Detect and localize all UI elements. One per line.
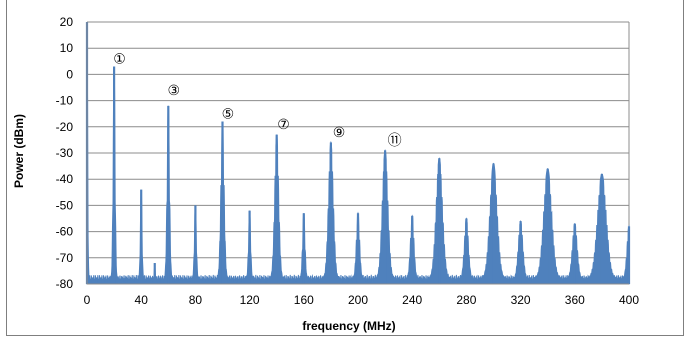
y-axis-label: Power (dBm): [12, 114, 26, 188]
axis-layer: 20 10 0 -10 -20 -30 -40 -50 -60 -70 -80 0 40 80 120 160…: [56, 15, 640, 307]
x-tick-label: 320: [511, 293, 531, 307]
harmonic-annotation: ③: [167, 82, 180, 98]
y-tick-label: 20: [60, 15, 74, 29]
y-tick-label: -60: [56, 225, 74, 239]
y-tick-label: 10: [60, 41, 74, 55]
y-tick-label: -70: [56, 251, 74, 265]
y-tick-label: -30: [56, 146, 74, 160]
x-tick-label: 120: [240, 293, 260, 307]
harmonic-annotation: ⑪: [388, 132, 402, 148]
y-tick-label: -10: [56, 94, 74, 108]
harmonic-annotation: ⑤: [222, 106, 235, 122]
y-tick-label: -40: [56, 172, 74, 186]
annotation-layer: ① ③ ⑤ ⑦ ⑨ ⑪: [113, 51, 401, 148]
harmonic-annotation: ①: [113, 51, 126, 67]
y-tick-label: -20: [56, 120, 74, 134]
x-tick-label: 80: [189, 293, 203, 307]
x-tick-label: 360: [565, 293, 585, 307]
y-tick-label: -50: [56, 198, 74, 212]
x-axis-label: frequency (MHz): [302, 319, 395, 333]
x-tick-label: 0: [84, 293, 91, 307]
x-tick-label: 200: [348, 293, 368, 307]
harmonic-annotation: ⑦: [277, 116, 290, 132]
x-tick-label: 40: [135, 293, 149, 307]
y-tick-label: -80: [56, 277, 74, 291]
chart-frame: 20 10 0 -10 -20 -30 -40 -50 -60 -70 -80 0 40 80 120 160…: [6, 0, 684, 336]
x-tick-label: 400: [619, 293, 639, 307]
x-tick-label: 240: [402, 293, 422, 307]
harmonic-annotation: ⑨: [333, 124, 346, 140]
y-tick-label: 0: [66, 67, 73, 81]
spectrum-chart: 20 10 0 -10 -20 -30 -40 -50 -60 -70 -80 0 40 80 120 160…: [12, 15, 640, 333]
x-tick-label: 280: [456, 293, 476, 307]
x-tick-label: 160: [294, 293, 314, 307]
